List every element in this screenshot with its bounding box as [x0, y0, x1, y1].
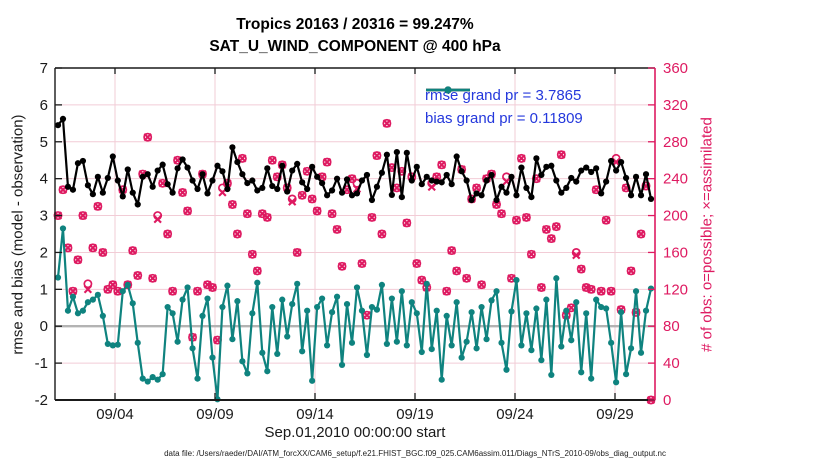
data-file-path: data file: /Users/raeder/DAI/ATM_forcXX/…: [164, 449, 666, 458]
svg-text:5: 5: [40, 134, 48, 151]
svg-text:2: 2: [40, 244, 48, 261]
legend-item-bias: bias grand pr = 0.11809: [425, 86, 583, 130]
bias-series-line: [54, 225, 655, 403]
svg-text:80: 80: [663, 318, 680, 335]
svg-text:360: 360: [663, 60, 688, 77]
svg-text:200: 200: [663, 208, 688, 225]
legend: rmse grand pr = 3.7865 bias grand pr = 0…: [425, 84, 583, 130]
svg-text:6: 6: [40, 97, 48, 114]
bias-line-sample-icon: [426, 86, 470, 94]
svg-text:09/29: 09/29: [596, 406, 634, 423]
svg-text:09/04: 09/04: [96, 406, 134, 423]
chart-title-line2: SAT_U_WIND_COMPONENT @ 400 hPa: [209, 38, 501, 55]
axes-spines: [54, 67, 656, 401]
legend-label-bias: bias grand pr = 0.11809: [425, 110, 583, 127]
right-axis-label: # of obs: o=possible; ×=assimilated: [698, 117, 716, 352]
svg-text:0: 0: [663, 392, 671, 409]
chart-title-line1: Tropics 20163 / 20316 = 99.247%: [236, 16, 474, 33]
svg-text:09/09: 09/09: [196, 406, 234, 423]
svg-text:120: 120: [663, 281, 688, 298]
svg-text:0: 0: [40, 318, 48, 335]
svg-text:09/24: 09/24: [496, 406, 534, 423]
x-axis-label: Sep.01,2010 00:00:00 start: [264, 424, 446, 441]
svg-text:09/19: 09/19: [396, 406, 434, 423]
obs-count-markers: [53, 118, 656, 405]
svg-text:09/14: 09/14: [296, 406, 334, 423]
rmse-series-line: [54, 115, 655, 208]
axis-ticks-and-labels: -2 -1 0 1 2 3 4 5 6 7 0 40 80 120 160 200 240 280 320 360 09…: [35, 60, 688, 423]
svg-text:1: 1: [40, 281, 48, 298]
svg-text:-2: -2: [35, 392, 48, 409]
svg-text:3: 3: [40, 208, 48, 225]
svg-text:240: 240: [663, 171, 688, 188]
left-axis-label: rmse and bias (model - observation): [9, 114, 27, 355]
svg-text:320: 320: [663, 97, 688, 114]
svg-text:280: 280: [663, 134, 688, 151]
svg-text:40: 40: [663, 355, 680, 372]
svg-text:160: 160: [663, 244, 688, 261]
svg-text:7: 7: [40, 60, 48, 77]
legend-label-rmse: rmse grand pr = 3.7865: [425, 87, 582, 104]
svg-text:-1: -1: [35, 355, 48, 372]
svg-text:4: 4: [40, 171, 48, 188]
